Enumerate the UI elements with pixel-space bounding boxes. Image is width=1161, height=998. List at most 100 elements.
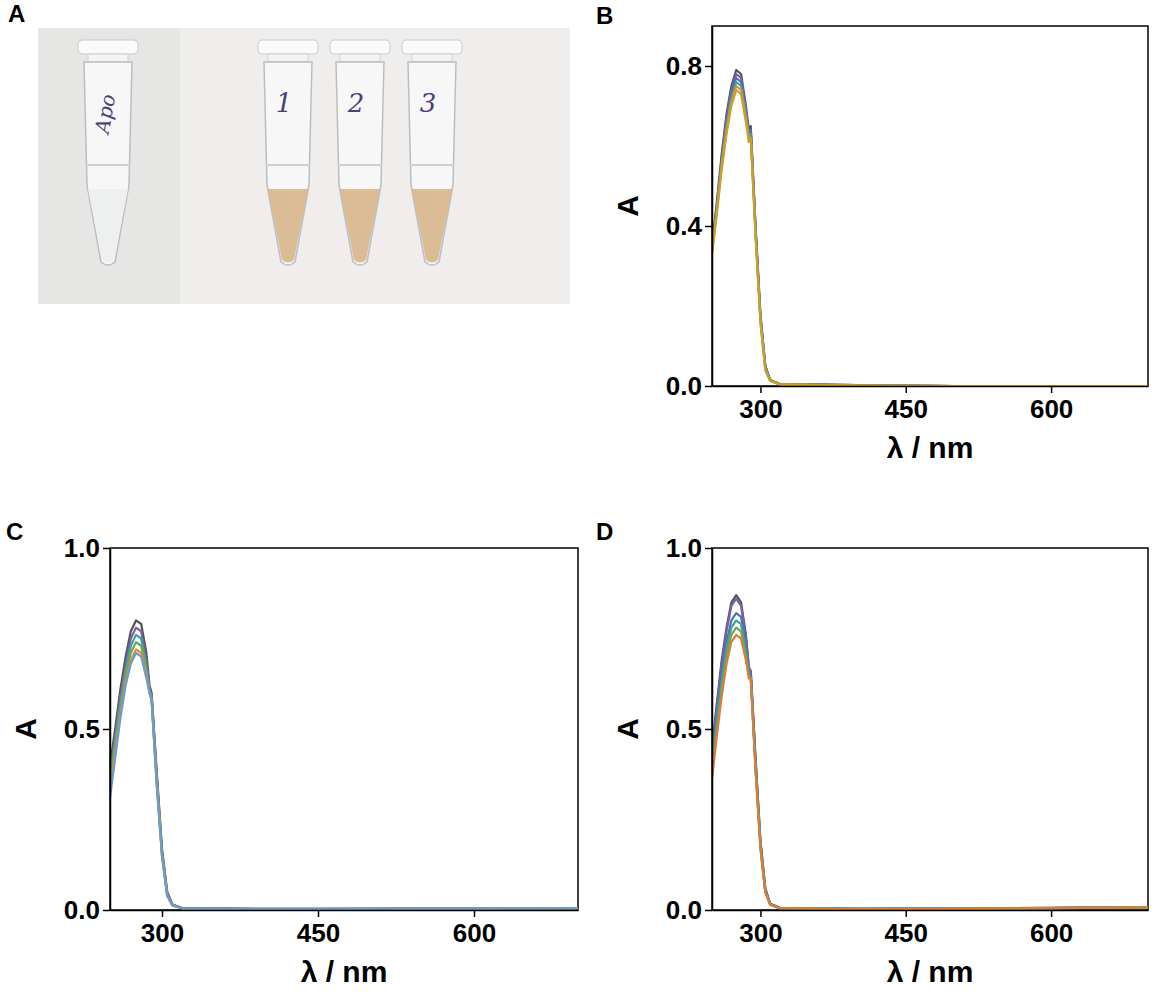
tube-cap (78, 40, 138, 54)
tube-body (264, 62, 312, 265)
y-tick: 0.0 (666, 371, 712, 401)
photo-background (38, 28, 570, 304)
spectrum-line (712, 86, 1148, 386)
tube-label: 2 (347, 88, 365, 118)
tube-cap-hinge (340, 54, 380, 62)
y-tick-label: 0.5 (64, 714, 100, 744)
x-axis: 300 450 600 (713, 910, 1149, 948)
spectrum-line (712, 74, 1148, 386)
y-tick-mark (705, 66, 712, 68)
spectrum-line (712, 620, 1148, 909)
x-tick: 450 (885, 910, 928, 948)
y-tick-mark (103, 729, 110, 731)
tube-liquid (88, 189, 128, 263)
tube-body (336, 62, 384, 265)
plot-frame (712, 26, 1148, 386)
photo-panel: AApo123 (8, 0, 570, 304)
tube-liquid (412, 189, 452, 263)
tube-cap-hinge (268, 54, 308, 62)
y-axis: 0.00.51.0 (64, 533, 111, 925)
x-tick-mark (760, 910, 762, 917)
y-tick-label: 0.5 (666, 714, 702, 744)
tube-ring (410, 164, 454, 166)
tube: 3 (402, 40, 462, 265)
x-tick-mark (474, 910, 476, 917)
x-tick-label: 450 (885, 394, 928, 424)
x-axis-title: λ / nm (301, 955, 388, 988)
spectrum-line (110, 649, 578, 909)
tube-cap-hinge (412, 54, 452, 62)
tube-ring (266, 164, 310, 166)
x-tick-mark (906, 910, 908, 917)
x-tick-label: 300 (739, 918, 782, 948)
tube-ring (86, 164, 130, 166)
x-tick: 600 (1030, 910, 1073, 948)
chart-panel: 3004506000.00.51.0λ / nmAC (6, 518, 579, 988)
x-tick-mark (906, 386, 908, 393)
x-tick-label: 300 (739, 394, 782, 424)
tube-liquid (268, 189, 308, 263)
x-axis: 300 450 600 (111, 910, 579, 948)
tube-label: Apo (90, 92, 121, 137)
x-tick-label: 600 (1030, 394, 1073, 424)
y-tick-label: 0.0 (64, 895, 100, 925)
y-tick-label: 0.4 (666, 211, 703, 241)
panel-letter: B (596, 2, 613, 29)
tube-cap (330, 40, 390, 54)
tube-cap (402, 40, 462, 54)
figure: AApo1233004506000.00.40.8λ / nmAB3004506… (0, 0, 1161, 998)
x-tick-label: 300 (141, 918, 184, 948)
tube-ring (338, 164, 382, 166)
y-axis-line (712, 27, 714, 387)
spectrum-line (712, 635, 1148, 909)
y-tick-mark (705, 386, 712, 388)
tube-cap (258, 40, 318, 54)
x-axis-line (111, 910, 579, 912)
x-tick-mark (162, 910, 164, 917)
y-axis-title: A (9, 718, 42, 740)
y-tick: 0.5 (666, 714, 712, 744)
y-tick-label: 0.0 (666, 895, 702, 925)
tube-cap-hinge (88, 54, 128, 62)
tube-label: 3 (420, 88, 437, 118)
spectrum-line (712, 82, 1148, 386)
y-tick: 0.0 (666, 895, 712, 925)
x-tick: 300 (739, 910, 782, 948)
lines (712, 70, 1148, 386)
y-axis-title: A (611, 195, 644, 217)
spectrum-line (110, 628, 578, 909)
spectrum-line (712, 78, 1148, 386)
y-tick-mark (705, 226, 712, 228)
y-tick: 0.8 (666, 51, 712, 81)
y-tick-mark (103, 910, 110, 912)
plot-frame (110, 548, 578, 910)
panel-letter: A (8, 0, 25, 27)
y-tick-label: 0.0 (666, 371, 702, 401)
x-tick-mark (1051, 386, 1053, 393)
y-tick: 0.0 (64, 895, 110, 925)
x-axis: 300 450 600 (713, 386, 1149, 424)
panel-letter: C (6, 518, 23, 545)
spectrum-line (110, 635, 578, 909)
tube: Apo (78, 40, 138, 265)
x-tick: 600 (1030, 386, 1073, 424)
chart-panel: 3004506000.00.51.0λ / nmAD (596, 518, 1149, 988)
spectrum-line (110, 653, 578, 909)
y-tick-label: 0.8 (666, 51, 702, 81)
x-tick-label: 600 (1030, 918, 1073, 948)
tube-liquid (340, 189, 380, 263)
tube-body (84, 62, 132, 265)
x-axis-line (713, 910, 1149, 912)
x-tick: 450 (297, 910, 340, 948)
x-tick-mark (318, 910, 320, 917)
tube: 2 (330, 40, 390, 265)
y-tick: 0.5 (64, 714, 110, 744)
spectrum-line (712, 628, 1148, 910)
y-tick-mark (705, 548, 712, 550)
x-tick-label: 450 (885, 918, 928, 948)
panel-letter: D (596, 518, 613, 545)
x-tick: 600 (453, 910, 496, 948)
spectrum-line (712, 595, 1148, 909)
x-axis-title: λ / nm (887, 955, 974, 988)
spectrum-line (110, 642, 578, 909)
